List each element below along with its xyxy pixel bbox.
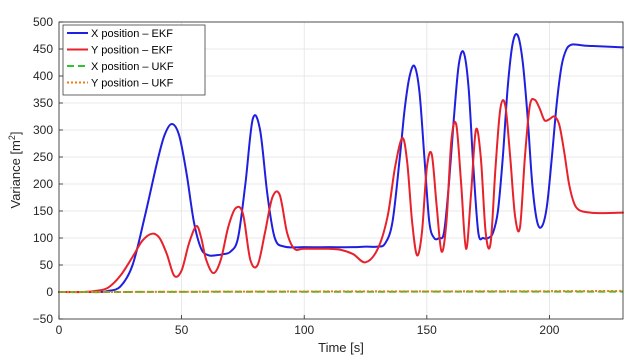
y-axis-label: Variance [m2] bbox=[7, 131, 23, 208]
x-tick-label: 200 bbox=[539, 323, 559, 337]
series-line-0 bbox=[58, 32, 624, 294]
y-axis-label-end: ] bbox=[8, 131, 23, 135]
x-tick-label: 0 bbox=[56, 323, 63, 337]
legend-label-2: X position – UKF bbox=[91, 61, 174, 73]
plot-frame bbox=[58, 21, 624, 320]
y-tick-label: 0 bbox=[46, 285, 53, 299]
series-layer bbox=[58, 32, 624, 294]
y-tick-label: 300 bbox=[33, 123, 53, 137]
y-tick-label: 250 bbox=[33, 150, 53, 164]
y-axis-label-superscript: 2 bbox=[7, 135, 17, 140]
y-tick-label: 350 bbox=[33, 96, 53, 110]
y-tick-label: 450 bbox=[33, 42, 53, 56]
x-tick-label: 50 bbox=[175, 323, 189, 337]
y-tick-label: 200 bbox=[33, 177, 53, 191]
legend: X position – EKF Y position – EKF X positi… bbox=[62, 24, 206, 96]
legend-box bbox=[62, 24, 206, 96]
x-tick-labels: 0 50 100 150 200 bbox=[56, 323, 560, 337]
series-line-1 bbox=[58, 97, 624, 294]
y-tick-label: 50 bbox=[40, 258, 54, 272]
legend-label-1: Y position – EKF bbox=[91, 45, 173, 57]
y-axis-label-main: Variance [m bbox=[8, 140, 23, 208]
y-tick-label: −50 bbox=[33, 312, 54, 326]
y-tick-labels: −50 0 50 100 150 200 250 300 350 400 450 500 bbox=[33, 15, 54, 326]
y-tick-label: 500 bbox=[33, 15, 53, 29]
x-axis-label: Time [s] bbox=[318, 340, 364, 355]
y-tick-label: 150 bbox=[33, 204, 53, 218]
legend-label-3: Y position – UKF bbox=[91, 78, 174, 90]
legend-label-0: X position – EKF bbox=[91, 28, 173, 40]
x-tick-label: 150 bbox=[417, 323, 437, 337]
x-tick-label: 100 bbox=[294, 323, 314, 337]
y-tick-label: 100 bbox=[33, 231, 53, 245]
y-tick-label: 400 bbox=[33, 69, 53, 83]
